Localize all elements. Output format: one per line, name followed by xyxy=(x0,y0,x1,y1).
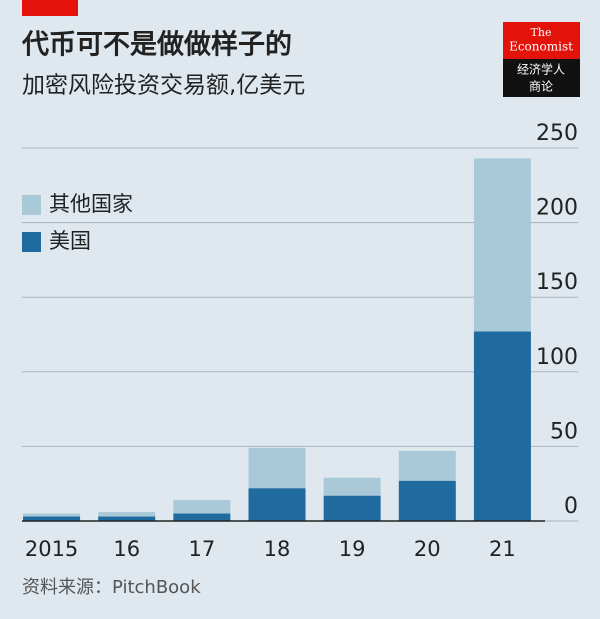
chart-title: 代币可不是做做样子的 xyxy=(21,29,292,61)
x-tick-label: 16 xyxy=(113,537,140,561)
bar-segment xyxy=(248,447,306,489)
x-tick-label: 18 xyxy=(264,537,291,561)
y-tick-label: 150 xyxy=(536,270,578,295)
logo-text: 商论 xyxy=(529,79,553,94)
chart-subtitle: 加密风险投资交易额,亿美元 xyxy=(22,73,305,99)
bar-segment xyxy=(398,480,456,521)
bar-segment xyxy=(473,158,531,332)
legend-label: 其他国家 xyxy=(49,192,133,216)
y-tick-label: 0 xyxy=(564,494,578,519)
logo-text: Economist xyxy=(509,40,573,54)
legend-label: 美国 xyxy=(49,229,91,253)
bar-segment xyxy=(323,495,381,521)
bar-segment xyxy=(398,450,456,481)
bar-segment xyxy=(98,516,156,521)
bar-segment xyxy=(23,516,81,521)
x-tick-label: 21 xyxy=(489,537,516,561)
y-tick-label: 250 xyxy=(536,121,578,146)
x-tick-label: 19 xyxy=(339,537,366,561)
bar-segment xyxy=(173,513,231,521)
logo-text: 经济学人 xyxy=(517,62,565,77)
red-tag xyxy=(22,0,78,16)
y-tick-label: 50 xyxy=(550,419,578,444)
x-tick-label: 20 xyxy=(414,537,441,561)
bar-segment xyxy=(323,477,381,496)
bar-segment xyxy=(98,512,156,517)
legend-swatch xyxy=(22,232,41,252)
bar-segment xyxy=(473,331,531,521)
logo-bottom xyxy=(503,59,580,97)
logo-top xyxy=(503,22,580,59)
source: 资料来源：PitchBook xyxy=(22,577,201,598)
bar-segment xyxy=(248,488,306,521)
x-tick-label: 17 xyxy=(188,537,215,561)
x-tick-label: 2015 xyxy=(25,537,78,561)
bar-segment xyxy=(23,513,81,517)
logo-text: The xyxy=(531,26,552,39)
y-tick-label: 100 xyxy=(536,345,578,370)
bar-segment xyxy=(173,500,231,514)
y-tick-label: 200 xyxy=(536,196,578,221)
legend-swatch xyxy=(22,195,41,215)
